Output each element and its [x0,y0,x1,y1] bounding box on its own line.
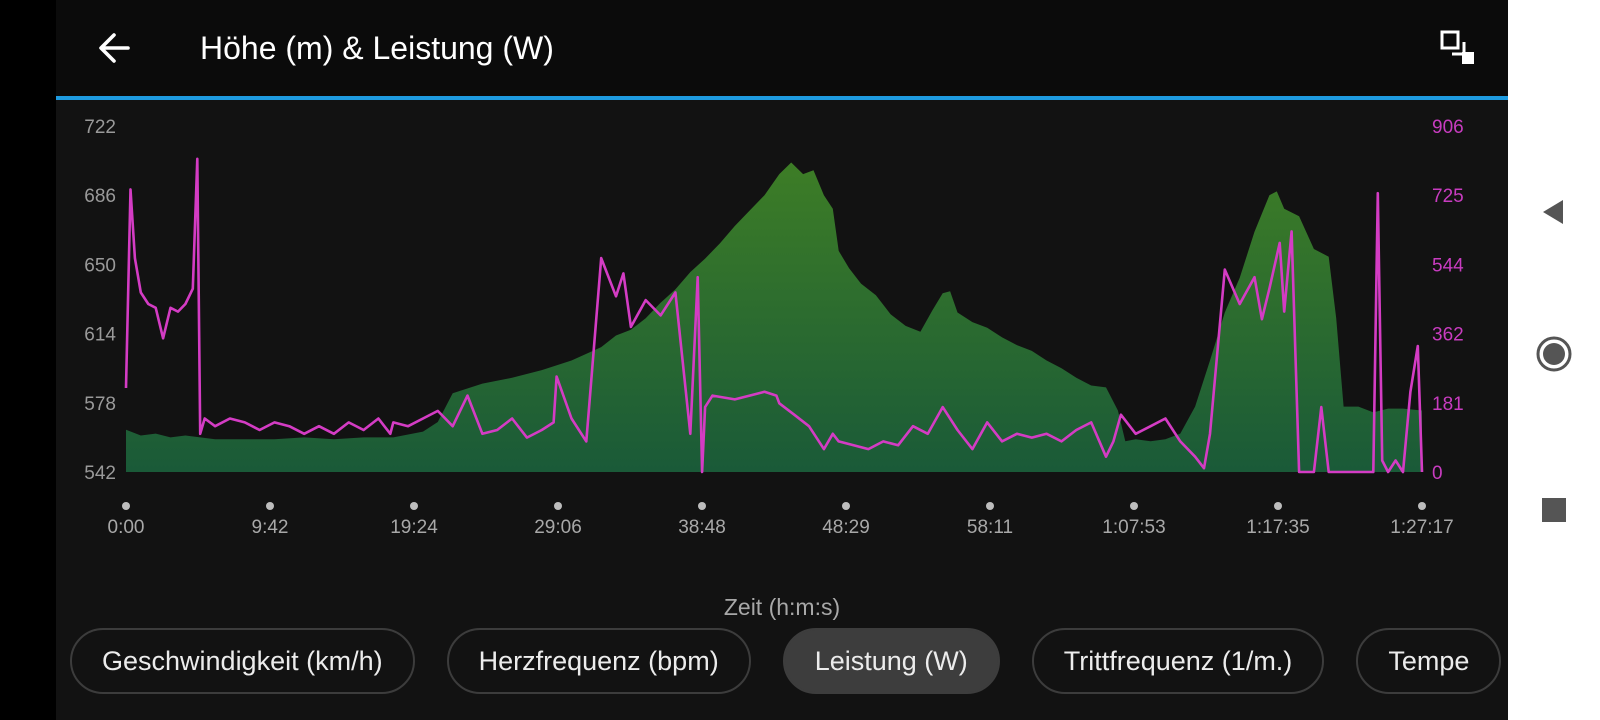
right-axis-tick: 362 [1432,325,1464,346]
app-bar: Höhe (m) & Leistung (W) [56,0,1508,96]
x-axis-tick-dot [1418,502,1426,510]
x-axis-tick: 38:48 [678,517,726,538]
x-axis-tick: 0:00 [108,517,145,538]
left-axis-tick: 578 [84,394,116,415]
metric-tabs: Geschwindigkeit (km/h) Herzfrequenz (bpm… [70,628,1502,694]
tab-power[interactable]: Leistung (W) [782,628,1000,694]
tab-heart-rate[interactable]: Herzfrequenz (bpm) [446,628,751,694]
x-axis-tick-dot [842,502,850,510]
expand-button[interactable] [1436,26,1480,70]
x-axis-tick: 29:06 [534,517,582,538]
header-accent-line [56,96,1508,100]
x-axis-tick-dot [1130,502,1138,510]
x-axis-tick-dot [1274,502,1282,510]
right-axis-tick: 181 [1432,394,1464,415]
x-axis-tick: 1:17:35 [1246,517,1309,538]
left-axis: 722 686 650 614 578 542 [84,117,116,484]
right-axis: 906 725 544 362 181 0 [1432,117,1464,484]
x-axis-tick-dot [266,502,274,510]
right-axis-tick: 725 [1432,186,1464,207]
nav-back-button[interactable] [1530,188,1578,236]
nav-recents-button[interactable] [1530,486,1578,534]
triangle-back-icon [1543,200,1563,224]
nav-home-button[interactable] [1530,330,1578,378]
x-axis-label: Zeit (h:m:s) [723,594,841,620]
x-axis-tick: 58:11 [967,517,1013,538]
x-axis-tick: 19:24 [390,517,438,538]
page-title: Höhe (m) & Leistung (W) [200,30,554,66]
left-axis-tick: 542 [84,463,116,484]
left-axis-tick: 614 [84,325,116,346]
right-axis-tick: 0 [1432,463,1443,484]
x-axis-tick: 48:29 [822,517,870,538]
left-axis-tick: 650 [84,255,116,276]
tab-cadence[interactable]: Trittfrequenz (1/m.) [1031,628,1325,694]
x-axis-tick-dot [698,502,706,510]
x-axis-tick-dot [554,502,562,510]
arrow-left-icon [99,33,130,63]
tab-temperature[interactable]: Tempe [1356,628,1502,694]
back-button[interactable] [90,24,138,72]
x-axis: 0:00 9:42 19:24 29:06 38:48 48:29 58:11 1:07:53… [108,502,1454,538]
square-recents-icon [1542,498,1566,522]
power-line [124,157,1424,474]
left-axis-tick: 722 [84,117,116,138]
x-axis-tick-dot [410,502,418,510]
right-axis-tick: 544 [1432,255,1464,276]
left-axis-tick: 686 [84,186,116,207]
right-axis-tick: 906 [1432,117,1464,138]
x-axis-tick: 1:07:53 [1102,517,1165,538]
x-axis-tick-dot [122,502,130,510]
x-axis-tick: 9:42 [252,517,289,538]
elevation-power-chart: 722 686 650 614 578 542 906 725 544 362 181 0 0:00… [84,117,1464,538]
tab-speed[interactable]: Geschwindigkeit (km/h) [70,628,415,694]
x-axis-tick-dot [986,502,994,510]
x-axis-tick: 1:27:17 [1390,517,1453,538]
expand-icon [1440,30,1474,64]
elevation-area [126,162,1422,472]
chart-screen: Höhe (m) & Leistung (W) 722 686 650 614 578 5… [56,0,1508,720]
system-nav-bar [1508,0,1600,720]
circle-home-icon [1536,336,1572,372]
